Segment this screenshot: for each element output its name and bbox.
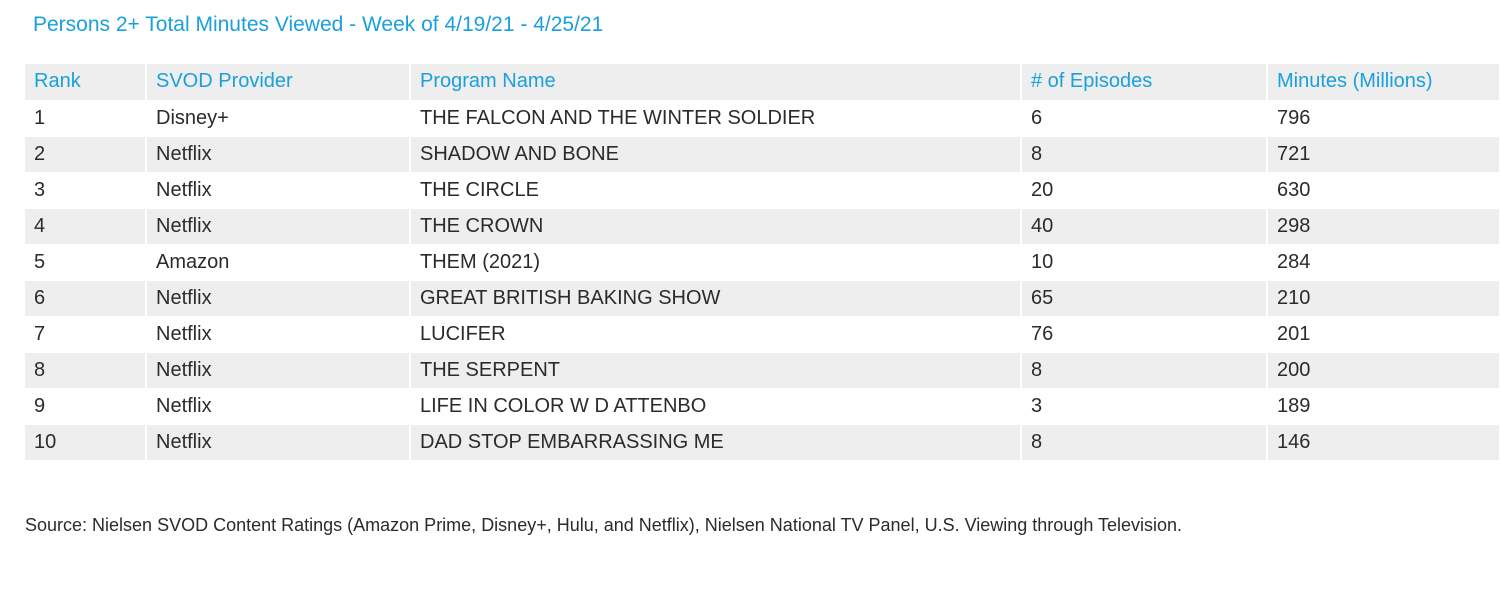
source-note: Source: Nielsen SVOD Content Ratings (Am… [25,515,1183,535]
cell-program: GREAT BRITISH BAKING SHOW [410,280,1022,317]
column-header-minutes: Minutes (Millions) [1267,64,1500,101]
table-row: 10 Netflix DAD STOP EMBARRASSING ME 8 14… [25,424,1500,461]
cell-provider: Amazon [146,244,411,281]
table-row: 6 Netflix GREAT BRITISH BAKING SHOW 65 2… [25,280,1500,317]
cell-episodes: 8 [1021,424,1268,461]
cell-minutes: 146 [1267,424,1500,461]
cell-minutes: 284 [1267,244,1500,281]
cell-minutes: 210 [1267,280,1500,317]
cell-minutes: 721 [1267,136,1500,173]
cell-rank: 10 [25,424,147,461]
cell-rank: 3 [25,172,147,209]
cell-provider: Netflix [146,280,411,317]
chart-title: Persons 2+ Total Minutes Viewed - Week o… [33,13,604,36]
cell-episodes: 76 [1021,316,1268,353]
cell-episodes: 3 [1021,388,1268,425]
column-header-program: Program Name [410,64,1022,101]
table-row: 4 Netflix THE CROWN 40 298 [25,208,1500,245]
cell-episodes: 8 [1021,352,1268,389]
cell-rank: 1 [25,100,147,137]
cell-minutes: 189 [1267,388,1500,425]
cell-program: SHADOW AND BONE [410,136,1022,173]
cell-rank: 9 [25,388,147,425]
cell-program: THEM (2021) [410,244,1022,281]
column-header-episodes: # of Episodes [1021,64,1268,101]
cell-program: THE FALCON AND THE WINTER SOLDIER [410,100,1022,137]
cell-minutes: 201 [1267,316,1500,353]
cell-episodes: 8 [1021,136,1268,173]
cell-rank: 8 [25,352,147,389]
cell-program: LIFE IN COLOR W D ATTENBO [410,388,1022,425]
table-row: 9 Netflix LIFE IN COLOR W D ATTENBO 3 18… [25,388,1500,425]
cell-minutes: 796 [1267,100,1500,137]
cell-episodes: 10 [1021,244,1268,281]
table-row: 7 Netflix LUCIFER 76 201 [25,316,1500,353]
cell-program: DAD STOP EMBARRASSING ME [410,424,1022,461]
table-row: 3 Netflix THE CIRCLE 20 630 [25,172,1500,209]
cell-rank: 5 [25,244,147,281]
cell-provider: Netflix [146,172,411,209]
cell-provider: Disney+ [146,100,411,137]
table-row: 1 Disney+ THE FALCON AND THE WINTER SOLD… [25,100,1500,137]
cell-episodes: 40 [1021,208,1268,245]
table-row: 2 Netflix SHADOW AND BONE 8 721 [25,136,1500,173]
cell-episodes: 6 [1021,100,1268,137]
cell-program: THE CIRCLE [410,172,1022,209]
cell-provider: Netflix [146,352,411,389]
cell-program: THE CROWN [410,208,1022,245]
cell-minutes: 630 [1267,172,1500,209]
cell-rank: 7 [25,316,147,353]
cell-program: THE SERPENT [410,352,1022,389]
column-header-provider: SVOD Provider [146,64,411,101]
cell-rank: 6 [25,280,147,317]
table-header-row: Rank SVOD Provider Program Name # of Epi… [25,64,1500,101]
table-row: 5 Amazon THEM (2021) 10 284 [25,244,1500,281]
table-row: 8 Netflix THE SERPENT 8 200 [25,352,1500,389]
ratings-table: Rank SVOD Provider Program Name # of Epi… [25,64,1500,461]
cell-provider: Netflix [146,388,411,425]
cell-provider: Netflix [146,424,411,461]
cell-provider: Netflix [146,136,411,173]
cell-provider: Netflix [146,208,411,245]
cell-episodes: 20 [1021,172,1268,209]
cell-provider: Netflix [146,316,411,353]
cell-minutes: 298 [1267,208,1500,245]
cell-episodes: 65 [1021,280,1268,317]
cell-rank: 2 [25,136,147,173]
cell-rank: 4 [25,208,147,245]
cell-program: LUCIFER [410,316,1022,353]
cell-minutes: 200 [1267,352,1500,389]
column-header-rank: Rank [25,64,147,101]
